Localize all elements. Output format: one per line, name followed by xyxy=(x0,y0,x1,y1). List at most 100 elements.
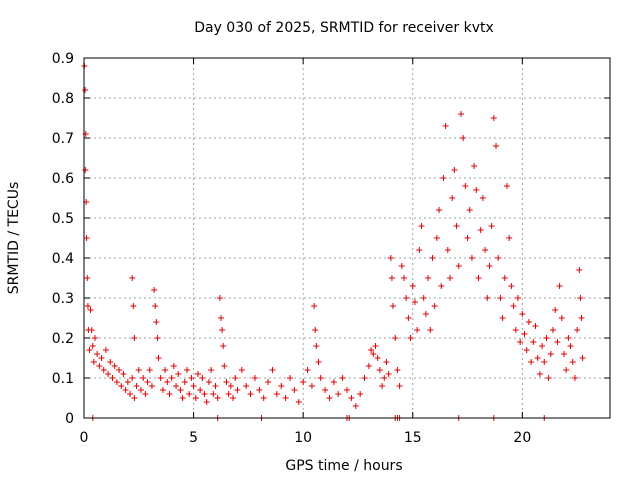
data-point xyxy=(534,355,541,361)
data-point xyxy=(442,123,449,129)
data-point xyxy=(519,311,526,317)
data-point xyxy=(405,315,412,321)
data-point xyxy=(574,327,581,333)
data-point xyxy=(577,295,584,301)
data-point xyxy=(232,375,239,381)
data-point xyxy=(510,303,517,309)
data-point xyxy=(212,383,219,389)
data-point xyxy=(100,367,107,373)
data-point xyxy=(501,275,508,281)
data-point xyxy=(444,247,451,253)
data-point xyxy=(433,235,440,241)
data-point xyxy=(569,359,576,365)
data-point xyxy=(339,375,346,381)
data-point xyxy=(256,387,263,393)
data-point xyxy=(131,395,138,401)
data-point xyxy=(394,367,401,373)
data-point xyxy=(490,115,497,121)
data-point xyxy=(388,275,395,281)
data-point xyxy=(547,351,554,357)
data-point xyxy=(495,255,502,261)
data-point xyxy=(315,359,322,365)
data-point xyxy=(153,319,160,325)
data-point xyxy=(208,367,215,373)
data-point xyxy=(192,395,199,401)
data-point xyxy=(304,367,311,373)
data-point xyxy=(484,295,491,301)
data-point xyxy=(579,355,586,361)
data-point xyxy=(82,167,89,173)
data-point xyxy=(440,175,447,181)
data-point xyxy=(475,275,482,281)
data-point xyxy=(361,375,368,381)
data-point xyxy=(550,327,557,333)
data-point xyxy=(381,375,388,381)
data-point xyxy=(447,275,454,281)
data-point xyxy=(312,327,319,333)
data-point xyxy=(420,295,427,301)
data-point xyxy=(278,383,285,389)
data-point xyxy=(90,359,97,365)
data-point xyxy=(376,367,383,373)
data-point xyxy=(453,223,460,229)
data-point xyxy=(493,143,500,149)
data-point xyxy=(273,391,280,397)
data-point xyxy=(409,283,416,289)
y-tick-label: 0.6 xyxy=(52,171,74,187)
data-point xyxy=(177,387,184,393)
data-point xyxy=(86,347,93,353)
data-point xyxy=(157,375,164,381)
y-tick-label: 0 xyxy=(65,411,74,427)
x-tick-label: 15 xyxy=(404,430,422,446)
data-point xyxy=(243,383,250,389)
data-point xyxy=(122,387,129,393)
data-point xyxy=(460,135,467,141)
data-point xyxy=(300,379,307,385)
data-point xyxy=(219,327,226,333)
data-point xyxy=(457,111,464,117)
data-point xyxy=(107,359,114,365)
data-point xyxy=(392,335,399,341)
data-point xyxy=(396,383,403,389)
data-point xyxy=(120,371,127,377)
data-point xyxy=(129,375,136,381)
data-point xyxy=(468,255,475,261)
data-point xyxy=(317,375,324,381)
data-point xyxy=(130,303,137,309)
data-point xyxy=(499,315,506,321)
data-point xyxy=(96,363,103,369)
data-point xyxy=(124,379,131,385)
data-point xyxy=(87,307,94,313)
data-point xyxy=(197,387,204,393)
data-point xyxy=(536,371,543,377)
data-point xyxy=(140,375,147,381)
data-point xyxy=(322,387,329,393)
data-point xyxy=(230,395,237,401)
data-point xyxy=(144,379,151,385)
data-point xyxy=(88,327,95,333)
data-point xyxy=(326,395,333,401)
data-point xyxy=(162,367,169,373)
data-point xyxy=(400,275,407,281)
data-point xyxy=(155,355,162,361)
data-point xyxy=(451,167,458,173)
data-point xyxy=(234,387,241,393)
data-point xyxy=(282,395,289,401)
data-point xyxy=(203,399,210,405)
data-point xyxy=(385,371,392,377)
data-point xyxy=(365,363,372,369)
data-point xyxy=(82,87,89,93)
data-point xyxy=(194,371,201,377)
y-tick-label: 0.7 xyxy=(52,131,74,147)
y-tick-label: 0.3 xyxy=(52,291,74,307)
data-point xyxy=(201,391,208,397)
data-point xyxy=(216,295,223,301)
data-point xyxy=(523,347,530,353)
x-tick-label: 10 xyxy=(294,430,312,446)
x-tick-label: 20 xyxy=(513,430,531,446)
x-tick-label: 0 xyxy=(80,430,89,446)
data-point xyxy=(466,207,473,213)
data-point xyxy=(330,379,337,385)
data-point xyxy=(91,335,98,341)
data-point xyxy=(571,375,578,381)
